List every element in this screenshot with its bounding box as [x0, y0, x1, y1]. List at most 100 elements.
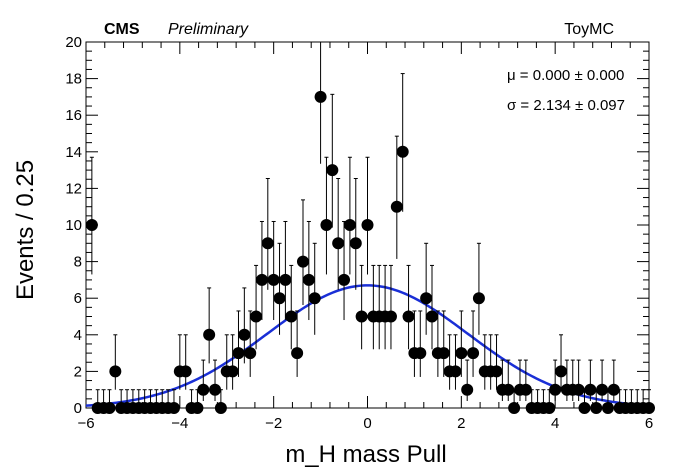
- data-point: [115, 402, 128, 414]
- preliminary-label: Preliminary: [168, 21, 249, 38]
- data-point: [508, 402, 521, 414]
- data-point: [601, 402, 614, 414]
- data-point: [103, 402, 116, 414]
- data-point: [490, 365, 503, 378]
- data-point: [472, 292, 485, 305]
- data-point: [91, 402, 104, 414]
- data-point: [607, 383, 620, 396]
- y-tick-label: 12: [65, 180, 82, 197]
- data-point: [560, 383, 573, 396]
- data-point: [572, 383, 585, 396]
- data-point: [513, 383, 526, 396]
- x-tick-label: 6: [645, 415, 653, 432]
- data-point: [373, 310, 386, 323]
- data-point: [502, 383, 515, 396]
- data-point: [255, 273, 268, 286]
- data-point: [314, 90, 327, 103]
- data-point: [238, 328, 251, 341]
- data-point: [396, 145, 409, 158]
- data-point: [631, 402, 644, 414]
- data-point: [619, 402, 632, 414]
- data-point: [402, 310, 415, 323]
- data-point: [431, 347, 444, 360]
- y-axis-label: Events / 0.25: [12, 160, 39, 300]
- data-point: [420, 292, 433, 305]
- data-point: [349, 237, 362, 250]
- y-tick-label: 16: [65, 107, 82, 124]
- y-tick-label: 0: [74, 400, 82, 417]
- y-tick-label: 2: [74, 363, 82, 380]
- data-point: [285, 310, 298, 323]
- x-tick-label: 4: [551, 415, 559, 432]
- x-tick-label: −4: [171, 415, 188, 432]
- data-point: [361, 219, 374, 231]
- y-tick-label: 18: [65, 71, 82, 88]
- data-point: [461, 383, 474, 396]
- data-point: [209, 383, 222, 396]
- toymc-label: ToyMC: [564, 21, 614, 38]
- data-point: [261, 237, 274, 250]
- y-tick-label: 8: [74, 254, 82, 271]
- data-point: [220, 365, 233, 378]
- data-point: [525, 402, 538, 414]
- y-tick-label: 10: [65, 217, 82, 234]
- data-point: [162, 402, 175, 414]
- data-points-layer: [85, 41, 655, 414]
- data-point: [214, 402, 227, 414]
- data-point: [443, 365, 456, 378]
- data-point: [343, 219, 356, 231]
- data-point: [455, 347, 468, 360]
- y-tick-label: 14: [65, 144, 82, 161]
- data-point: [279, 273, 292, 286]
- cms-label: CMS: [104, 21, 140, 38]
- data-point: [355, 310, 368, 323]
- data-point: [590, 402, 603, 414]
- data-point: [150, 402, 163, 414]
- sigma-annotation: σ = 2.134 ± 0.097: [507, 97, 625, 114]
- data-point: [338, 273, 351, 286]
- data-point: [478, 365, 491, 378]
- data-point: [584, 383, 597, 396]
- data-point: [126, 402, 139, 414]
- y-tick-label: 20: [65, 34, 82, 51]
- mu-annotation: μ = 0.000 ± 0.000: [507, 67, 624, 84]
- data-point: [326, 164, 339, 177]
- data-point: [232, 347, 245, 360]
- data-point: [578, 402, 591, 414]
- data-point: [138, 402, 151, 414]
- data-point: [273, 292, 286, 305]
- data-point: [197, 383, 210, 396]
- x-axis: −6 −4 −2 0 2 4 6: [77, 42, 653, 432]
- data-point: [390, 200, 403, 213]
- data-point: [596, 383, 609, 396]
- data-point: [537, 402, 550, 414]
- x-tick-label: 0: [363, 415, 371, 432]
- data-point: [549, 383, 562, 396]
- x-tick-label: 2: [457, 415, 465, 432]
- x-axis-label: m_H mass Pull: [285, 441, 446, 468]
- data-point: [173, 365, 186, 378]
- data-point: [109, 365, 122, 378]
- data-point: [85, 219, 98, 231]
- data-point: [267, 273, 280, 286]
- data-point: [250, 310, 263, 323]
- data-point: [320, 219, 333, 231]
- x-tick-label: −2: [265, 415, 282, 432]
- data-point: [643, 402, 655, 414]
- data-point: [555, 365, 568, 378]
- data-point: [185, 402, 198, 414]
- data-point: [308, 292, 321, 305]
- y-tick-label: 4: [74, 327, 82, 344]
- data-point: [302, 273, 315, 286]
- x-tick-label: −6: [77, 415, 94, 432]
- data-point: [291, 347, 304, 360]
- data-point: [426, 310, 439, 323]
- data-point: [332, 237, 345, 250]
- data-point: [203, 328, 216, 341]
- data-point: [384, 310, 397, 323]
- y-axis: 0 2 4 6 8 10 12 14 16 18 20: [65, 34, 649, 417]
- data-point: [467, 347, 480, 360]
- data-point: [244, 347, 257, 360]
- data-point: [408, 347, 421, 360]
